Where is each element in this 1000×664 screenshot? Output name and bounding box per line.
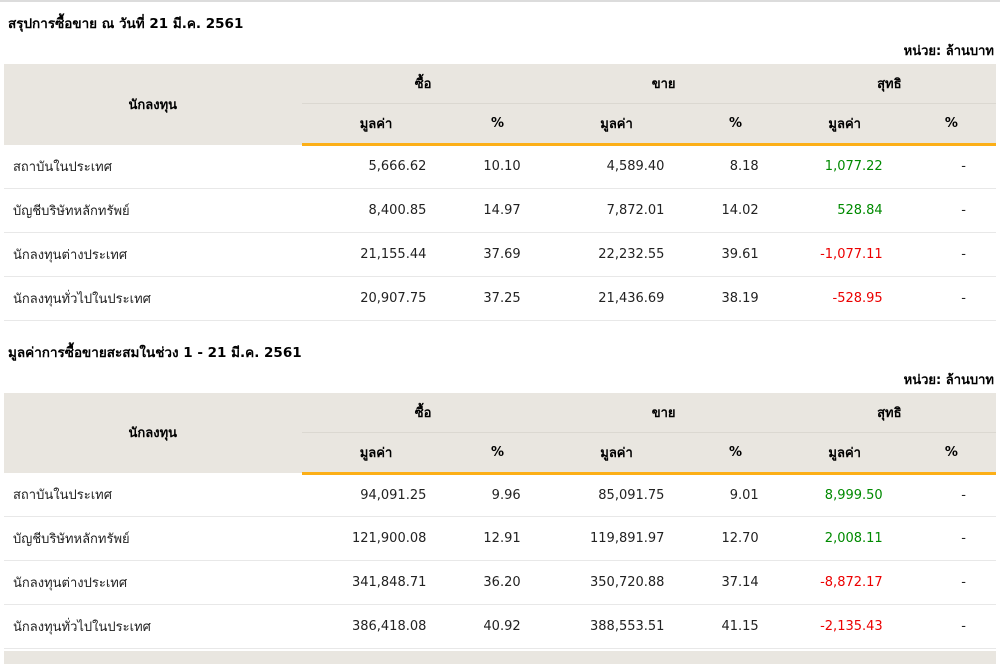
header-net-value: มูลค่า (782, 432, 907, 475)
buy-value-cell: 94,091.25 (301, 473, 451, 517)
investor-name-cell: นักลงทุนต่างประเทศ (4, 232, 302, 277)
investor-name-cell: นักลงทุนต่างประเทศ (4, 560, 302, 605)
table-row: บัญชีบริษัทหลักทรัพย์ 8,400.85 14.97 7,8… (4, 188, 996, 233)
sell-value-cell: 7,872.01 (544, 188, 689, 233)
buy-value-cell: 20,907.75 (301, 276, 451, 321)
sell-percent-cell: 14.02 (688, 188, 783, 233)
sell-value-cell: 388,553.51 (544, 604, 689, 649)
buy-percent-cell: 37.69 (450, 232, 545, 277)
table-row: นักลงทุนทั่วไปในประเทศ 386,418.08 40.92 … (4, 604, 996, 649)
header-net-value: มูลค่า (782, 103, 907, 146)
net-percent-cell: - (906, 188, 996, 233)
net-value-cell: -1,077.11 (782, 232, 907, 277)
cumulative-summary-section: มูลค่าการซื้อขายสะสมในช่วง 1 - 21 มี.ค. … (0, 341, 1000, 649)
buy-percent-cell: 12.91 (450, 516, 545, 561)
buy-value-cell: 21,155.44 (301, 232, 451, 277)
buy-percent-cell: 10.10 (450, 144, 545, 189)
sell-value-cell: 22,232.55 (544, 232, 689, 277)
header-investor: นักลงทุน (4, 64, 302, 145)
cumulative-summary-table: นักลงทุน ซื้อ ขาย สุทธิ มูลค่า % มูลค่า … (4, 392, 996, 649)
investor-name-cell: สถาบันในประเทศ (4, 473, 302, 517)
sell-percent-cell: 38.19 (688, 276, 783, 321)
net-percent-cell: - (906, 144, 996, 189)
daily-summary-title: สรุปการซื้อขาย ณ วันที่ 21 มี.ค. 2561 (8, 16, 244, 32)
sell-value-cell: 4,589.40 (544, 144, 689, 189)
header-buy: ซื้อ (301, 392, 545, 433)
header-sell-value: มูลค่า (544, 432, 689, 475)
table-row: บัญชีบริษัทหลักทรัพย์ 121,900.08 12.91 1… (4, 516, 996, 561)
buy-value-cell: 121,900.08 (301, 516, 451, 561)
net-percent-cell: - (906, 516, 996, 561)
table-row: นักลงทุนต่างประเทศ 21,155.44 37.69 22,23… (4, 232, 996, 277)
header-group-row: นักลงทุน ซื้อ ขาย สุทธิ (4, 392, 996, 473)
net-value-cell: 1,077.22 (782, 144, 907, 189)
unit-label: หน่วย: ล้านบาท (903, 372, 994, 388)
sell-percent-cell: 12.70 (688, 516, 783, 561)
sell-value-cell: 21,436.69 (544, 276, 689, 321)
daily-summary-section: สรุปการซื้อขาย ณ วันที่ 21 มี.ค. 2561 หน… (0, 12, 1000, 321)
table-row: นักลงทุนทั่วไปในประเทศ 20,907.75 37.25 2… (4, 276, 996, 321)
top-divider (0, 0, 1000, 2)
header-sub-row: มูลค่า % มูลค่า % มูลค่า % (4, 432, 996, 475)
header-buy-percent: % (450, 103, 545, 146)
sell-percent-cell: 9.01 (688, 473, 783, 517)
sell-value-cell: 119,891.97 (544, 516, 689, 561)
investor-name-cell: นักลงทุนทั่วไปในประเทศ (4, 604, 302, 649)
header-group-row: นักลงทุน ซื้อ ขาย สุทธิ (4, 64, 996, 145)
daily-summary-table: นักลงทุน ซื้อ ขาย สุทธิ มูลค่า % มูลค่า … (4, 64, 996, 321)
sell-percent-cell: 8.18 (688, 144, 783, 189)
header-sub-row: มูลค่า % มูลค่า % มูลค่า % (4, 103, 996, 146)
buy-percent-cell: 9.96 (450, 473, 545, 517)
buy-value-cell: 341,848.71 (301, 560, 451, 605)
net-value-cell: -528.95 (782, 276, 907, 321)
investor-name-cell: บัญชีบริษัทหลักทรัพย์ (4, 188, 302, 233)
unit-label: หน่วย: ล้านบาท (903, 44, 994, 59)
net-value-cell: -2,135.43 (782, 604, 907, 649)
header-sell-percent: % (688, 103, 783, 146)
header-buy: ซื้อ (301, 64, 545, 104)
buy-percent-cell: 37.25 (450, 276, 545, 321)
net-percent-cell: - (906, 232, 996, 277)
header-net-percent: % (906, 103, 996, 146)
buy-value-cell: 386,418.08 (301, 604, 451, 649)
table-row: สถาบันในประเทศ 94,091.25 9.96 85,091.75 … (4, 473, 996, 517)
table-row: นักลงทุนต่างประเทศ 341,848.71 36.20 350,… (4, 560, 996, 605)
buy-percent-cell: 14.97 (450, 188, 545, 233)
investor-name-cell: นักลงทุนทั่วไปในประเทศ (4, 276, 302, 321)
header-sell-value: มูลค่า (544, 103, 689, 146)
net-percent-cell: - (906, 604, 996, 649)
sell-percent-cell: 37.14 (688, 560, 783, 605)
net-percent-cell: - (906, 473, 996, 517)
sell-value-cell: 85,091.75 (544, 473, 689, 517)
header-sell: ขาย (544, 392, 783, 433)
sell-percent-cell: 39.61 (688, 232, 783, 277)
header-sell: ขาย (544, 64, 783, 104)
investor-name-cell: สถาบันในประเทศ (4, 144, 302, 189)
header-buy-percent: % (450, 432, 545, 475)
net-value-cell: 528.84 (782, 188, 907, 233)
sell-percent-cell: 41.15 (688, 604, 783, 649)
net-value-cell: 2,008.11 (782, 516, 907, 561)
header-buy-value: มูลค่า (301, 103, 451, 146)
cumulative-summary-title: มูลค่าการซื้อขายสะสมในช่วง 1 - 21 มี.ค. … (8, 344, 302, 361)
header-buy-value: มูลค่า (301, 432, 451, 475)
next-section-header-strip (4, 651, 996, 664)
buy-value-cell: 8,400.85 (301, 188, 451, 233)
net-value-cell: 8,999.50 (782, 473, 907, 517)
sell-value-cell: 350,720.88 (544, 560, 689, 605)
buy-value-cell: 5,666.62 (301, 144, 451, 189)
header-net: สุทธิ (782, 64, 996, 104)
table-row: สถาบันในประเทศ 5,666.62 10.10 4,589.40 8… (4, 144, 996, 189)
investor-name-cell: บัญชีบริษัทหลักทรัพย์ (4, 516, 302, 561)
header-net: สุทธิ (782, 392, 996, 433)
header-investor: นักลงทุน (4, 392, 302, 473)
net-value-cell: -8,872.17 (782, 560, 907, 605)
header-net-percent: % (906, 432, 996, 475)
net-percent-cell: - (906, 560, 996, 605)
buy-percent-cell: 40.92 (450, 604, 545, 649)
header-sell-percent: % (688, 432, 783, 475)
buy-percent-cell: 36.20 (450, 560, 545, 605)
net-percent-cell: - (906, 276, 996, 321)
